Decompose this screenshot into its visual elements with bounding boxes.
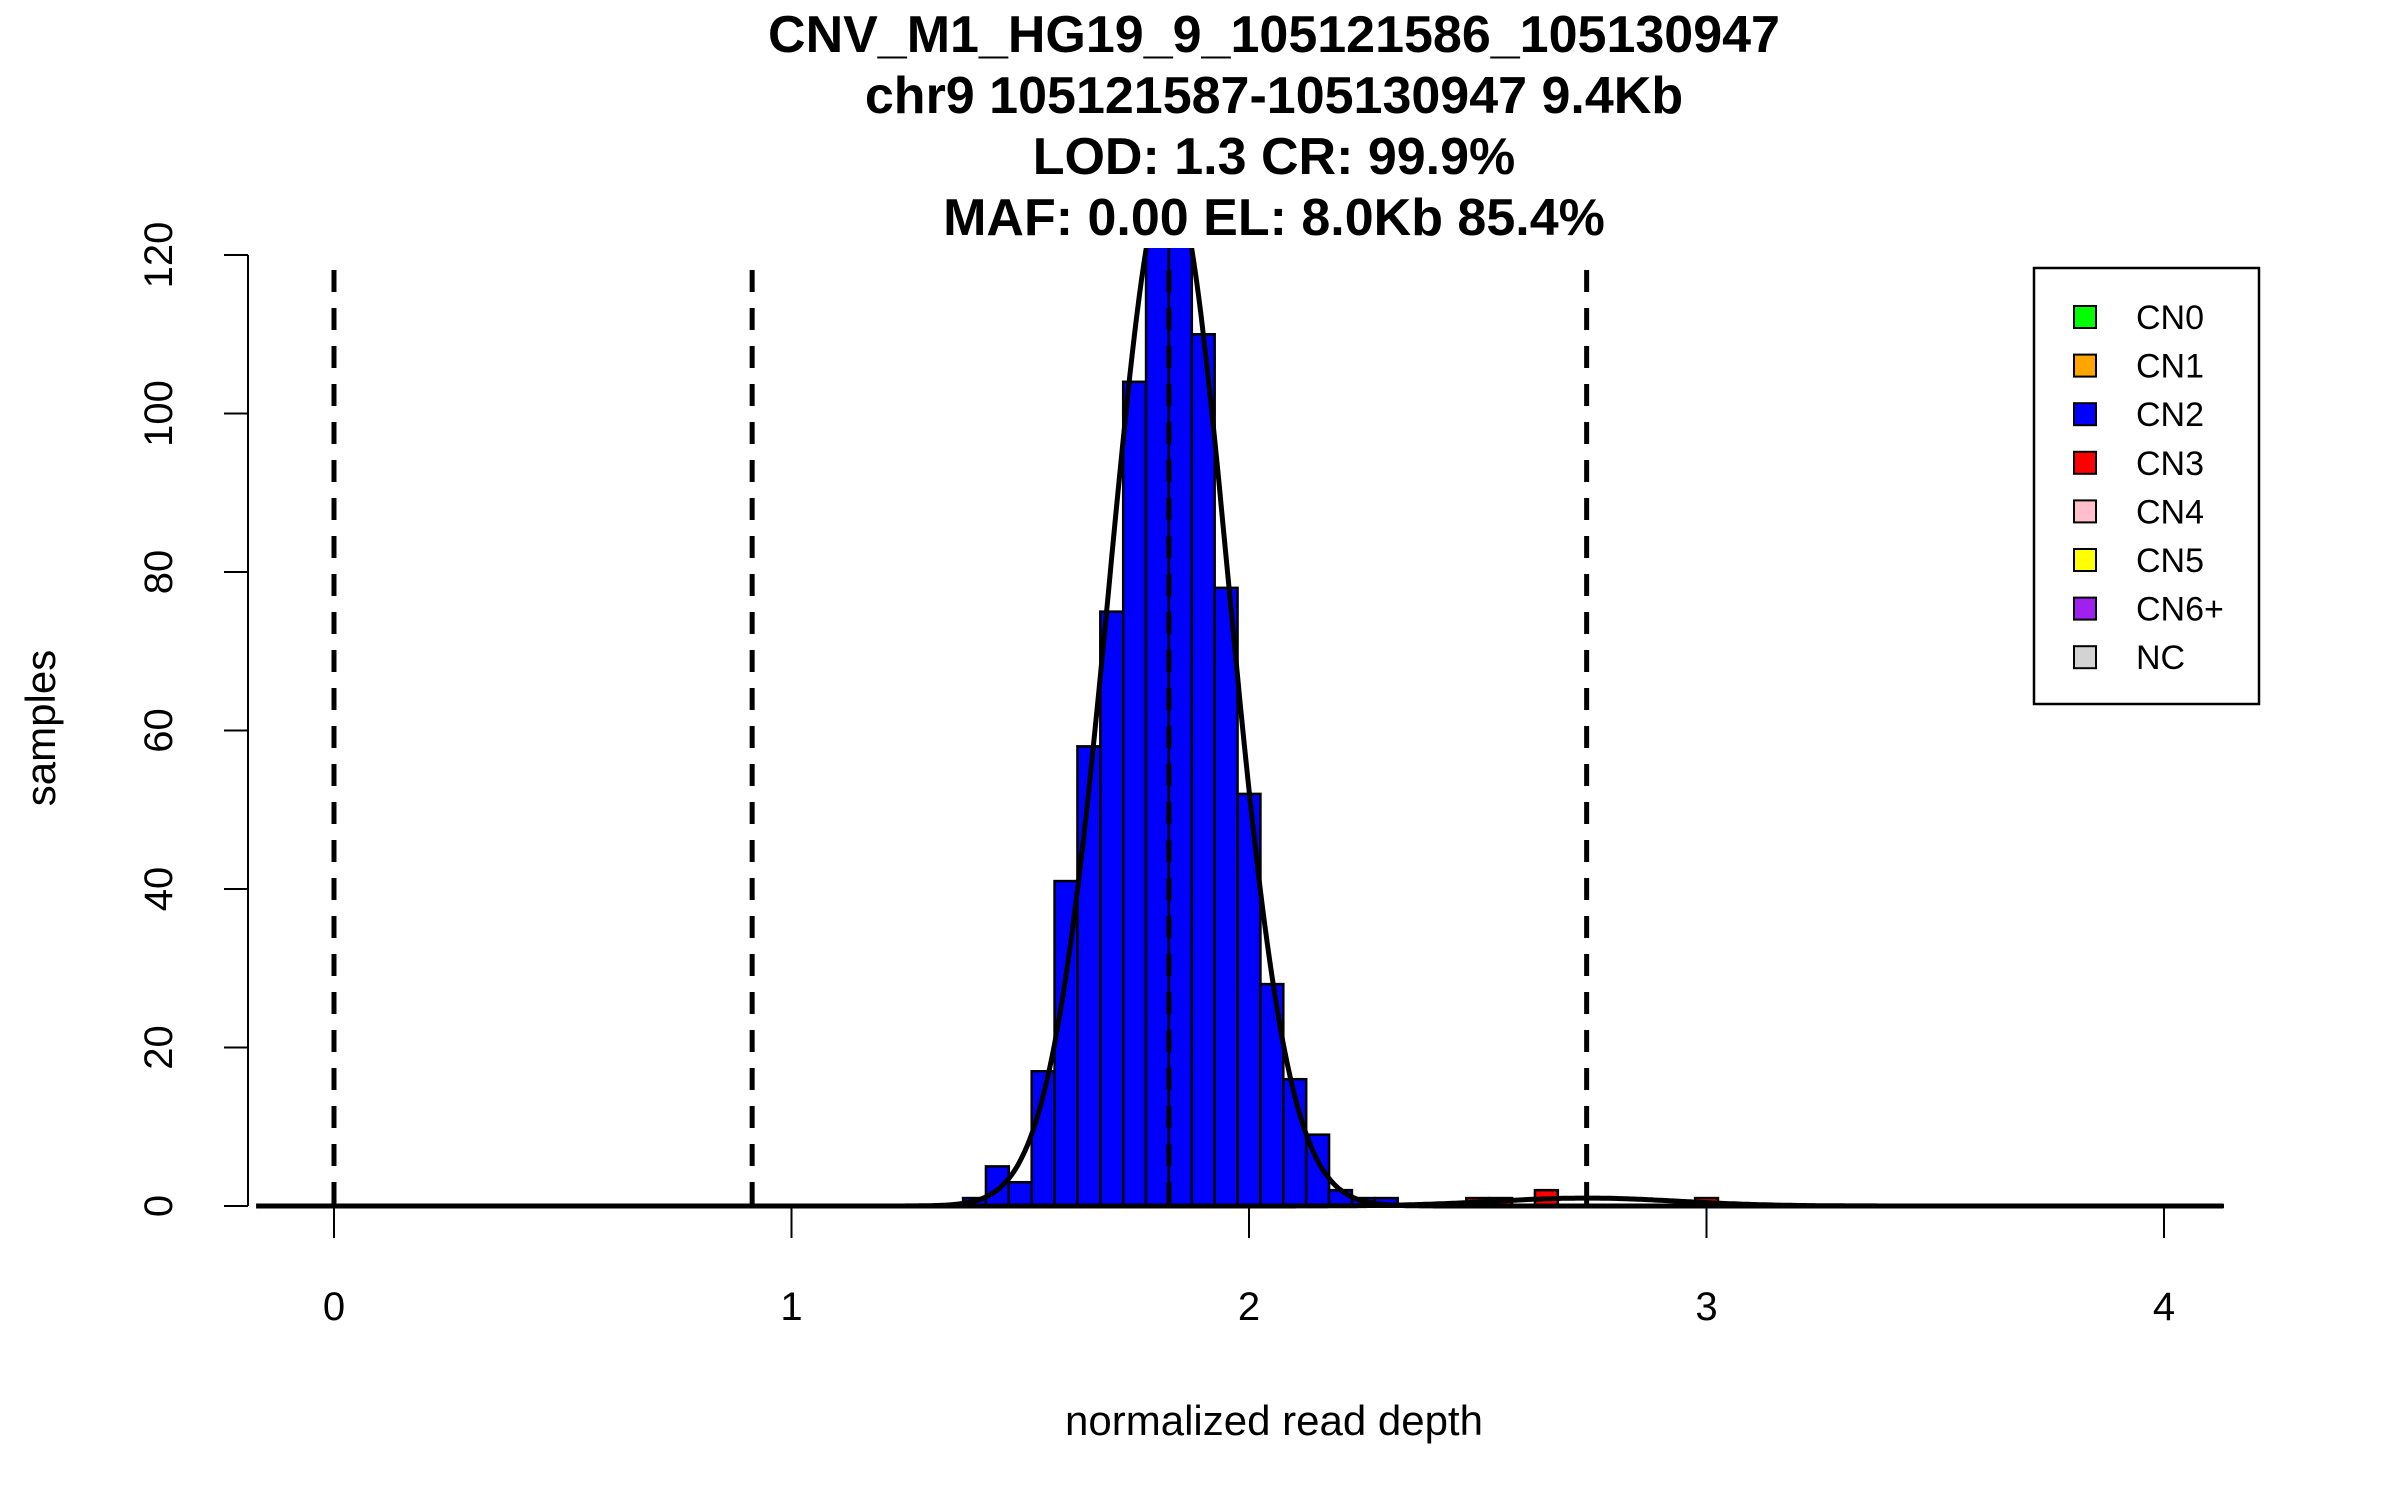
y-tick-label-3: 60 xyxy=(137,708,181,753)
y-tick-label-4: 80 xyxy=(137,550,181,595)
legend-box xyxy=(2032,266,2261,706)
legend-label-cn5: CN5 xyxy=(2136,542,2204,580)
histogram-bar-1 xyxy=(984,1165,1011,1208)
y-tick-label-6: 120 xyxy=(137,222,181,289)
legend-swatch-nc xyxy=(2073,645,2097,670)
x-tick-label-1: 1 xyxy=(780,1285,802,1329)
x-tick-label-4: 4 xyxy=(2153,1285,2175,1329)
threshold-lines xyxy=(331,270,1590,1206)
legend-label-nc: NC xyxy=(2136,639,2185,677)
legend: CN0 CN1 CN2 CN3 CN4 CN5 CN6+ NC xyxy=(2032,266,2261,706)
legend-swatch-cn5 xyxy=(2073,548,2097,572)
legend-swatch-cn4 xyxy=(2073,499,2097,524)
histogram-bar-6 xyxy=(1099,610,1125,1208)
legend-label-cn3: CN3 xyxy=(2136,445,2204,483)
legend-swatch-cn2 xyxy=(2073,402,2097,427)
chart-title: CNV_M1_HG19_9_105121586_105130947 chr9 1… xyxy=(768,6,1780,247)
y-tick-label-1: 20 xyxy=(137,1025,181,1070)
legend-label-cn1: CN1 xyxy=(2136,348,2204,386)
histogram-bar-7 xyxy=(1121,380,1148,1208)
legend-label-cn4: CN4 xyxy=(2136,493,2204,531)
title-line-2: chr9 105121587-105130947 9.4Kb xyxy=(865,67,1683,125)
legend-swatch-cn1 xyxy=(2073,353,2097,378)
histogram-bar-11 xyxy=(1213,586,1239,1208)
legend-label-cn6plus: CN6+ xyxy=(2136,591,2224,629)
x-axis-label: normalized read depth xyxy=(1065,1397,1483,1444)
y-tick-label-2: 40 xyxy=(137,867,181,912)
bars xyxy=(961,248,1720,1208)
x-tick-label-0: 0 xyxy=(323,1285,345,1329)
x-tick-label-2: 2 xyxy=(1238,1285,1260,1329)
legend-swatch-cn6plus xyxy=(2073,596,2097,621)
histogram-bar-5 xyxy=(1076,745,1102,1208)
x-tick-label-3: 3 xyxy=(1695,1285,1717,1329)
y-axis-label: samples xyxy=(17,650,64,806)
title-line-4: MAF: 0.00 EL: 8.0Kb 85.4% xyxy=(943,189,1605,247)
legend-label-cn0: CN0 xyxy=(2136,299,2204,337)
y-tick-label-0: 0 xyxy=(137,1195,181,1217)
title-line-3: LOD: 1.3 CR: 99.9% xyxy=(1033,128,1516,186)
legend-swatch-cn0 xyxy=(2073,305,2097,329)
title-line-1: CNV_M1_HG19_9_105121586_105130947 xyxy=(768,6,1780,64)
histogram-bar-9 xyxy=(1167,248,1194,1208)
histogram-bar-2 xyxy=(1007,1180,1033,1208)
histogram-bar-8 xyxy=(1144,248,1171,1208)
legend-label-cn2: CN2 xyxy=(2136,396,2204,434)
y-tick-label-5: 100 xyxy=(137,380,181,447)
histogram-bar-10 xyxy=(1190,333,1216,1208)
legend-swatch-cn3 xyxy=(2073,450,2097,475)
